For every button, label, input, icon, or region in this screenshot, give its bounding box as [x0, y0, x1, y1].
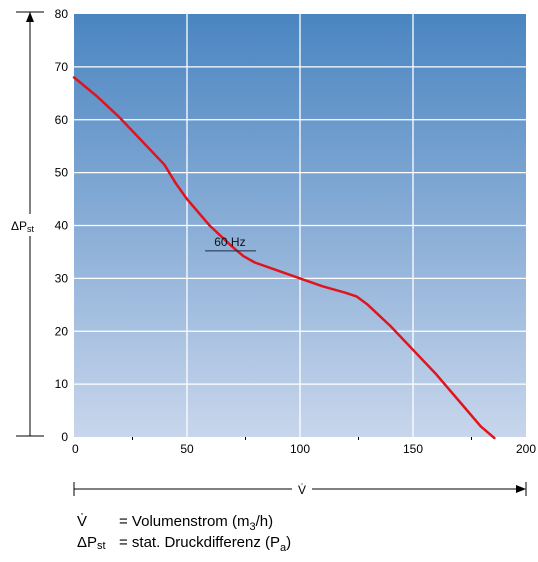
y-tick-label-80: 80 — [55, 7, 69, 21]
y-tick-label-20: 20 — [55, 324, 69, 338]
y-tick-label-70: 70 — [55, 60, 69, 74]
y-tick-label-10: 10 — [55, 377, 69, 391]
series-line-0 — [72, 76, 496, 440]
legend-sub-dp: a — [280, 542, 287, 554]
legend-symbol-dp: ΔP — [77, 534, 98, 551]
y-tick-label-0: 0 — [61, 430, 68, 444]
x-axis-label: V̇ — [298, 483, 306, 497]
series-label: 60 Hz — [214, 235, 245, 249]
legend-line-volumenstrom: V̇ = Volumenstrom (m3/h) — [77, 513, 273, 533]
y-tick-label-30: 30 — [55, 271, 69, 285]
x-tick-label-150: 150 — [403, 442, 423, 456]
x-tick-labels: 0 50 100 150 200 — [72, 437, 536, 456]
x-tick-label-0: 0 — [72, 442, 79, 456]
x-axis-arrow-head — [516, 485, 526, 493]
legend-text-v: = Volumenstrom (m — [119, 513, 250, 530]
legend-after-dp: ) — [286, 534, 292, 551]
x-tick-label-50: 50 — [180, 442, 194, 456]
legend-text-dp: = stat. Druckdifferenz (P — [119, 534, 281, 551]
y-axis-arrow-head — [26, 12, 34, 22]
x-tick-label-200: 200 — [516, 442, 536, 456]
axis-arrows: ΔPst V̇ — [10, 11, 527, 498]
series: 60 Hz — [72, 76, 496, 440]
legend-symbol-v: V̇ — [77, 513, 88, 530]
legend-after-v: /h) — [255, 513, 274, 530]
legend-line-druckdifferenz: ΔPst = stat. Druckdifferenz (Pa) — [77, 534, 291, 554]
y-tick-labels: 0 10 20 30 40 50 60 70 80 — [55, 7, 69, 444]
x-label-bg — [292, 478, 312, 498]
y-tick-label-40: 40 — [55, 219, 69, 233]
y-axis-label: ΔPst — [11, 219, 35, 234]
y-tick-label-50: 50 — [55, 166, 69, 180]
y-label-bg — [10, 214, 50, 236]
y-tick-label-60: 60 — [55, 113, 69, 127]
legend-sub-v: 3 — [249, 521, 256, 533]
x-tick-label-100: 100 — [290, 442, 310, 456]
legend-symbol-sub-dp: st — [97, 540, 106, 552]
